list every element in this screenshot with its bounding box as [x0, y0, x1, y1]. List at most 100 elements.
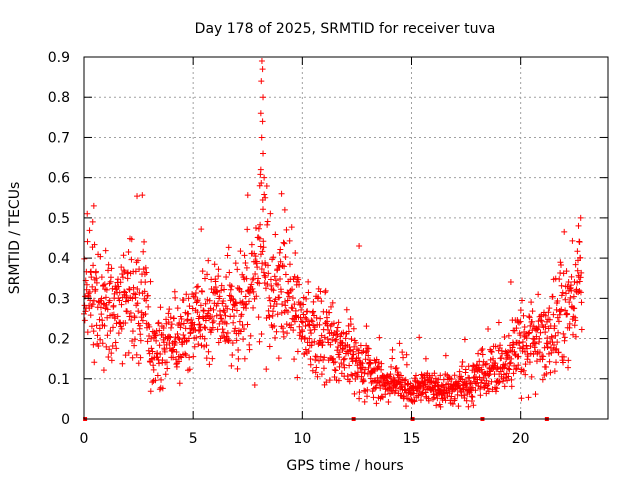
data-point	[202, 300, 209, 307]
data-point	[469, 394, 476, 401]
data-point	[543, 370, 550, 377]
data-point	[318, 298, 325, 305]
data-point	[461, 336, 468, 343]
data-point	[532, 340, 539, 347]
data-point	[256, 280, 263, 287]
data-point	[283, 321, 290, 328]
data-point	[243, 264, 250, 271]
data-point	[357, 342, 364, 349]
data-point	[458, 373, 465, 380]
data-point	[319, 338, 326, 345]
data-point	[555, 329, 562, 336]
data-point	[340, 361, 347, 368]
data-point	[571, 322, 578, 329]
data-point	[252, 224, 259, 231]
data-point	[162, 371, 169, 378]
data-point	[478, 347, 485, 354]
data-point	[525, 330, 532, 337]
x-tick-label: 15	[403, 431, 421, 447]
data-point	[286, 293, 293, 300]
data-point	[252, 270, 259, 277]
data-point	[149, 348, 156, 355]
data-point	[335, 377, 342, 384]
data-point	[89, 283, 96, 290]
data-point	[205, 348, 212, 355]
data-point	[496, 378, 503, 385]
data-point	[533, 358, 540, 365]
data-point	[507, 279, 514, 286]
data-point	[135, 308, 142, 315]
data-point	[186, 354, 193, 361]
data-point	[555, 349, 562, 356]
data-point	[184, 317, 191, 324]
data-point	[559, 289, 566, 296]
data-point	[368, 379, 375, 386]
data-point	[148, 345, 155, 352]
data-point	[308, 330, 315, 337]
data-point	[531, 344, 538, 351]
data-point	[124, 269, 131, 276]
data-point	[170, 315, 177, 322]
data-point	[105, 353, 112, 360]
data-point	[228, 295, 235, 302]
data-point	[175, 335, 182, 342]
data-point	[117, 279, 124, 286]
data-point	[257, 243, 264, 250]
data-point	[244, 192, 251, 199]
data-point	[400, 394, 407, 401]
data-point	[238, 300, 245, 307]
data-point	[536, 335, 543, 342]
data-point	[312, 353, 319, 360]
data-point	[373, 400, 380, 407]
data-point	[502, 374, 509, 381]
data-point	[282, 302, 289, 309]
data-point	[466, 380, 473, 387]
data-point	[291, 301, 298, 308]
data-point	[134, 300, 141, 307]
data-point	[184, 316, 191, 323]
data-point	[236, 318, 243, 325]
data-point	[374, 364, 381, 371]
data-point	[517, 318, 524, 325]
data-point	[185, 335, 192, 342]
data-point	[398, 384, 405, 391]
data-point	[284, 309, 291, 316]
data-point	[166, 306, 173, 313]
data-point	[90, 297, 97, 304]
data-point	[515, 353, 522, 360]
data-point	[494, 365, 501, 372]
data-point	[261, 174, 268, 181]
data-point	[224, 252, 231, 259]
data-point	[118, 325, 125, 332]
data-point	[311, 338, 318, 345]
data-point	[234, 365, 241, 372]
y-tick-label: 0.9	[48, 50, 70, 66]
data-point	[305, 278, 312, 285]
data-point	[258, 331, 265, 338]
data-point	[125, 249, 132, 256]
data-point	[382, 391, 389, 398]
data-point	[217, 335, 224, 342]
data-point	[575, 222, 582, 229]
data-point	[198, 226, 205, 233]
data-point	[478, 366, 485, 373]
data-point	[316, 321, 323, 328]
data-point	[124, 308, 131, 315]
data-point	[487, 368, 494, 375]
data-point	[417, 397, 424, 404]
data-point	[557, 259, 564, 266]
data-point	[569, 237, 576, 244]
data-point	[307, 327, 314, 334]
data-point	[517, 307, 524, 314]
data-point	[168, 324, 175, 331]
data-point	[572, 317, 579, 324]
y-tick-label: 0	[61, 412, 70, 428]
data-point	[294, 348, 301, 355]
data-point	[479, 345, 486, 352]
data-point	[143, 269, 150, 276]
data-point	[490, 355, 497, 362]
data-point	[331, 366, 338, 373]
data-point	[257, 166, 264, 173]
data-point	[310, 322, 317, 329]
data-point	[324, 336, 331, 343]
